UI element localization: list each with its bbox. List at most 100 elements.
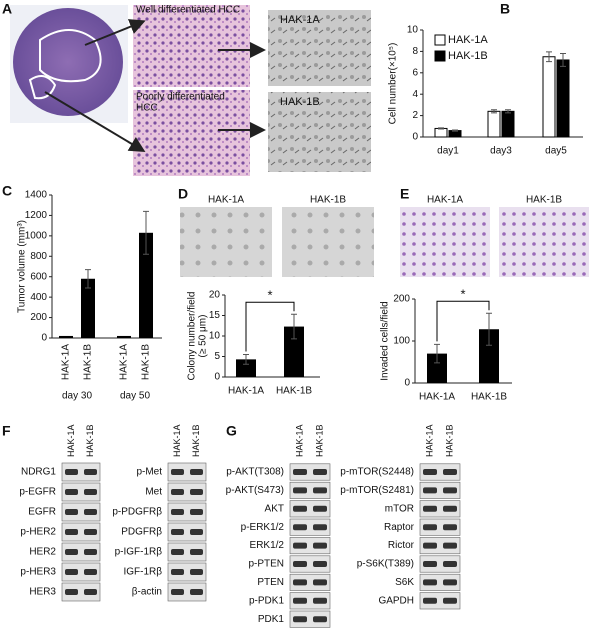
blot-band bbox=[171, 469, 184, 475]
row-label: p-ERK1/2 bbox=[241, 522, 285, 533]
x-tick-label: HAK-1A bbox=[228, 386, 264, 397]
error-bar bbox=[491, 109, 497, 114]
error-bar bbox=[486, 312, 492, 346]
blot-band bbox=[293, 542, 307, 549]
bar bbox=[117, 335, 131, 338]
blot-band bbox=[65, 529, 78, 535]
legend-label: HAK-1A bbox=[448, 34, 488, 46]
invasion-image bbox=[400, 207, 490, 277]
significance-label: * bbox=[460, 287, 465, 302]
colony-image bbox=[180, 207, 272, 277]
blot-band bbox=[84, 549, 97, 555]
bar bbox=[81, 278, 95, 338]
x-tick-label: HAK-1A bbox=[119, 344, 130, 380]
y-tick-label: 0 bbox=[41, 333, 47, 344]
row-label: p-AKT(S473) bbox=[226, 485, 284, 496]
blot-strip bbox=[289, 610, 331, 628]
blot-strip bbox=[61, 462, 101, 482]
error-bar bbox=[438, 127, 444, 130]
row-label: PDGFRβ bbox=[121, 527, 162, 538]
blot-band bbox=[443, 487, 457, 494]
blot-band bbox=[293, 616, 307, 623]
bar bbox=[487, 110, 501, 138]
blot-strip bbox=[289, 481, 331, 499]
blot-strip bbox=[419, 592, 461, 610]
blot-band bbox=[293, 505, 307, 512]
blot-band bbox=[190, 469, 203, 475]
row-label: GAPDH bbox=[378, 595, 414, 606]
y-tick-label: 100 bbox=[393, 336, 410, 347]
image-label: Well differentiated HCC bbox=[136, 5, 240, 16]
row-label: mTOR bbox=[385, 503, 414, 514]
y-tick-label: 1400 bbox=[25, 190, 48, 201]
blot-band bbox=[171, 509, 184, 515]
blot-strip bbox=[419, 481, 461, 499]
panel-letter: F bbox=[2, 423, 11, 439]
y-tick-label: 20 bbox=[209, 290, 221, 301]
error-bar bbox=[560, 53, 566, 67]
bar bbox=[542, 56, 556, 138]
group-label: day 30 bbox=[62, 391, 92, 402]
error-bar bbox=[546, 51, 552, 63]
blot-band bbox=[171, 589, 184, 595]
row-label: ERK1/2 bbox=[250, 540, 285, 551]
colony-image bbox=[282, 207, 374, 277]
panel-letter: E bbox=[400, 186, 409, 202]
blot-band bbox=[443, 505, 457, 512]
blot-band bbox=[293, 579, 307, 586]
invasion-image bbox=[499, 207, 589, 277]
x-tick-label: HAK-1B bbox=[276, 386, 312, 397]
lane-label: HAK-1A bbox=[66, 424, 76, 457]
blot-strip bbox=[167, 462, 207, 482]
arrow bbox=[44, 91, 146, 153]
y-tick-label: 0 bbox=[214, 372, 220, 383]
blot-strip bbox=[61, 502, 101, 522]
row-label: EGFR bbox=[28, 507, 56, 518]
y-axis-label: Colony number/field bbox=[187, 292, 198, 381]
blot-band bbox=[190, 569, 203, 575]
blot-strip bbox=[167, 562, 207, 582]
x-tick-label: day5 bbox=[545, 146, 567, 157]
row-label: p-mTOR(S2448) bbox=[340, 467, 414, 478]
lane-label: HAK-1B bbox=[191, 424, 201, 457]
blot-band bbox=[84, 469, 97, 475]
row-label: β-actin bbox=[132, 587, 162, 598]
blot-band bbox=[443, 597, 457, 604]
blot-band bbox=[313, 597, 327, 604]
blot-band bbox=[443, 579, 457, 586]
row-label: PTEN bbox=[257, 577, 284, 588]
tissue-section bbox=[13, 8, 123, 116]
blot-strip bbox=[419, 500, 461, 518]
bar bbox=[501, 110, 515, 138]
error-bar bbox=[291, 313, 297, 340]
blot-band bbox=[171, 489, 184, 495]
row-label: Raptor bbox=[384, 522, 415, 533]
blot-strip bbox=[167, 482, 207, 502]
lane-label: HAK-1B bbox=[444, 424, 454, 457]
image-label: Poorly differentiated bbox=[136, 92, 225, 103]
legend-label: HAK-1B bbox=[448, 50, 488, 62]
lane-label: HAK-1B bbox=[314, 424, 324, 457]
blot-band bbox=[423, 469, 437, 475]
blot-band bbox=[190, 489, 203, 495]
blot-band bbox=[313, 542, 327, 549]
y-tick-label: 1000 bbox=[25, 230, 48, 241]
panel-letter: G bbox=[226, 423, 237, 439]
row-label: PDK1 bbox=[258, 614, 285, 625]
blot-band bbox=[84, 589, 97, 595]
blot-band bbox=[190, 549, 203, 555]
bar bbox=[139, 232, 153, 338]
row-label: p-Met bbox=[136, 467, 162, 478]
blot-band bbox=[84, 529, 97, 535]
blot-strip bbox=[61, 522, 101, 542]
y-tick-label: 0 bbox=[412, 132, 418, 143]
blot-strip bbox=[61, 542, 101, 562]
panel-letter: C bbox=[2, 183, 12, 199]
image-label: HAK-1B bbox=[310, 195, 346, 206]
blot-band bbox=[190, 529, 203, 535]
blot-band bbox=[65, 469, 78, 475]
significance-bracket bbox=[436, 300, 490, 342]
bar bbox=[434, 127, 448, 138]
image-label: HAK-1A bbox=[280, 14, 320, 26]
